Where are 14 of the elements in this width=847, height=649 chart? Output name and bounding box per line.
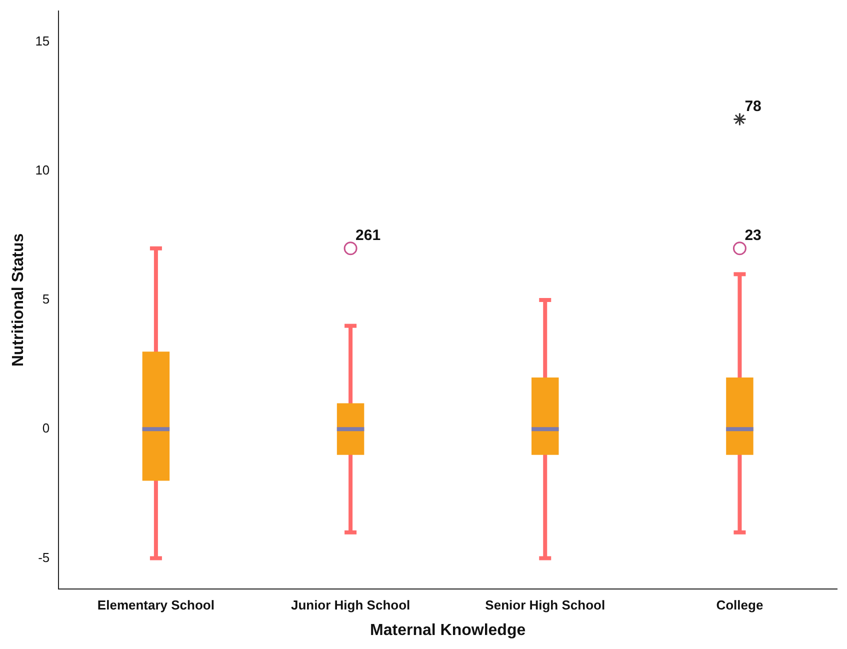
- x-axis-title: Maternal Knowledge: [370, 622, 526, 639]
- x-tick-label: Junior High School: [290, 598, 410, 613]
- x-tick-label: Senior High School: [485, 598, 606, 613]
- y-tick-label: 0: [42, 420, 50, 436]
- x-tick-label: College: [716, 598, 764, 613]
- y-tick-label: 15: [35, 33, 50, 48]
- y-axis-title: Nutritional Status: [10, 233, 28, 367]
- annotation: 23: [744, 227, 762, 244]
- x-tick-label: Elementary School: [97, 598, 214, 613]
- y-tick-label: 10: [35, 162, 50, 178]
- annotation: 261: [356, 227, 381, 244]
- y-tick-label: 5: [42, 292, 50, 307]
- annotation: 78: [744, 98, 762, 115]
- y-tick-label: -5: [38, 550, 50, 565]
